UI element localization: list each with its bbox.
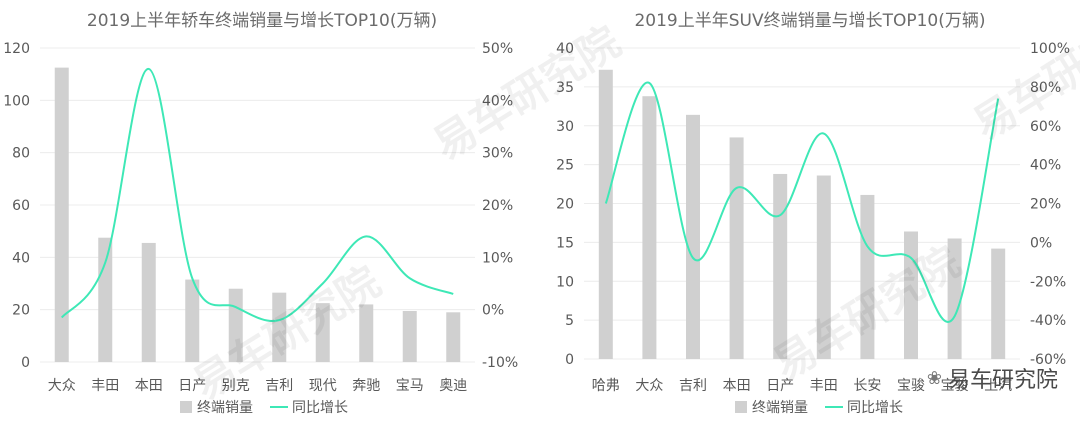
y-tick-label: 15 (556, 235, 574, 251)
y2-tick-label: -10% (482, 355, 518, 371)
legend-label: 同比增长 (847, 400, 903, 416)
y2-tick-label: 30% (482, 146, 513, 162)
bar (98, 237, 113, 362)
x-tick-label: 日产 (178, 378, 206, 394)
legend-label: 同比增长 (292, 400, 348, 416)
y-tick-label: 10 (556, 274, 574, 290)
wechat-icon: ❀ (926, 367, 942, 389)
x-tick-label: 现代 (309, 378, 337, 394)
y-tick-label: 0 (21, 355, 30, 371)
y-tick-label: 20 (12, 303, 30, 319)
chart-title: 2019上半年轿车终端销量与增长TOP10(万辆) (87, 11, 437, 31)
x-tick-label: 大众 (635, 378, 663, 394)
x-tick-label: 本田 (135, 378, 163, 394)
bar (729, 137, 744, 359)
y2-tick-label: -40% (1030, 313, 1066, 329)
growth-line (60, 67, 454, 322)
growth-line (604, 81, 1000, 323)
y-tick-label: 0 (565, 352, 574, 368)
y2-tick-label: 0% (482, 303, 504, 319)
y-tick-label: 5 (565, 313, 574, 329)
bar (315, 303, 330, 362)
y2-tick-label: 20% (482, 198, 513, 214)
x-tick-label: 大众 (48, 378, 76, 394)
brand-label: 易车研究院 (947, 368, 1058, 393)
legend-label: 终端销量 (197, 400, 253, 416)
bar (860, 194, 875, 359)
y-tick-label: 120 (3, 41, 30, 57)
x-tick-label: 吉利 (679, 378, 707, 394)
bar (446, 312, 461, 362)
bar (598, 69, 613, 360)
y2-tick-label: 40% (1030, 158, 1061, 174)
y-tick-label: 20 (556, 197, 574, 213)
legend-swatch-bar (735, 401, 747, 413)
y2-tick-label: 50% (482, 41, 513, 57)
x-tick-label: 奔驰 (352, 378, 380, 394)
x-tick-label: 长安 (853, 378, 881, 394)
brand-mark: ❀ 易车研究院 (927, 362, 1058, 394)
y-tick-label: 80 (12, 146, 30, 162)
x-tick-label: 丰田 (810, 378, 838, 394)
chart-title: 2019上半年SUV终端销量与增长TOP10(万辆) (634, 11, 985, 31)
x-tick-label: 本田 (723, 378, 751, 394)
bar (141, 242, 156, 362)
bar (54, 67, 69, 362)
x-tick-label: 宝骏 (941, 378, 969, 394)
bar (904, 231, 918, 359)
y-tick-label: 100 (3, 93, 30, 109)
y-tick-label: 40 (12, 250, 30, 266)
bar (816, 175, 831, 359)
y-tick-label: 30 (556, 119, 574, 135)
x-tick-label: 别克 (222, 378, 250, 394)
bar (185, 279, 200, 362)
y2-tick-label: 60% (1030, 119, 1061, 135)
x-tick-label: 上汽 (984, 378, 1012, 394)
x-tick-label: 哈弗 (592, 378, 620, 394)
bar (642, 96, 657, 359)
x-tick-label: 宝马 (396, 378, 424, 394)
bar (686, 114, 700, 360)
y2-tick-label: -60% (1030, 352, 1066, 368)
y2-tick-label: 20% (1030, 197, 1061, 213)
bar (272, 292, 287, 362)
y2-tick-label: 0% (1030, 235, 1052, 251)
y-tick-label: 40 (556, 41, 574, 57)
bar (402, 310, 417, 362)
y2-tick-label: 10% (482, 250, 513, 266)
y2-tick-label: 100% (1030, 41, 1070, 57)
bar (991, 248, 1006, 359)
x-tick-label: 宝骏 (897, 378, 925, 394)
bar (773, 173, 788, 359)
y2-tick-label: -20% (1030, 274, 1066, 290)
y-tick-label: 35 (556, 80, 574, 96)
y2-tick-label: 80% (1030, 80, 1061, 96)
x-tick-label: 日产 (766, 378, 794, 394)
y2-tick-label: 40% (482, 93, 513, 109)
legend-swatch-bar (180, 401, 192, 413)
legend-label: 终端销量 (752, 400, 808, 416)
bar (947, 238, 962, 359)
x-tick-label: 奥迪 (439, 377, 467, 394)
x-tick-label: 吉利 (265, 378, 293, 394)
y-tick-label: 60 (12, 198, 30, 214)
x-tick-label: 丰田 (91, 378, 119, 394)
bar (359, 304, 374, 362)
y-tick-label: 25 (556, 158, 574, 174)
bar (228, 288, 243, 362)
